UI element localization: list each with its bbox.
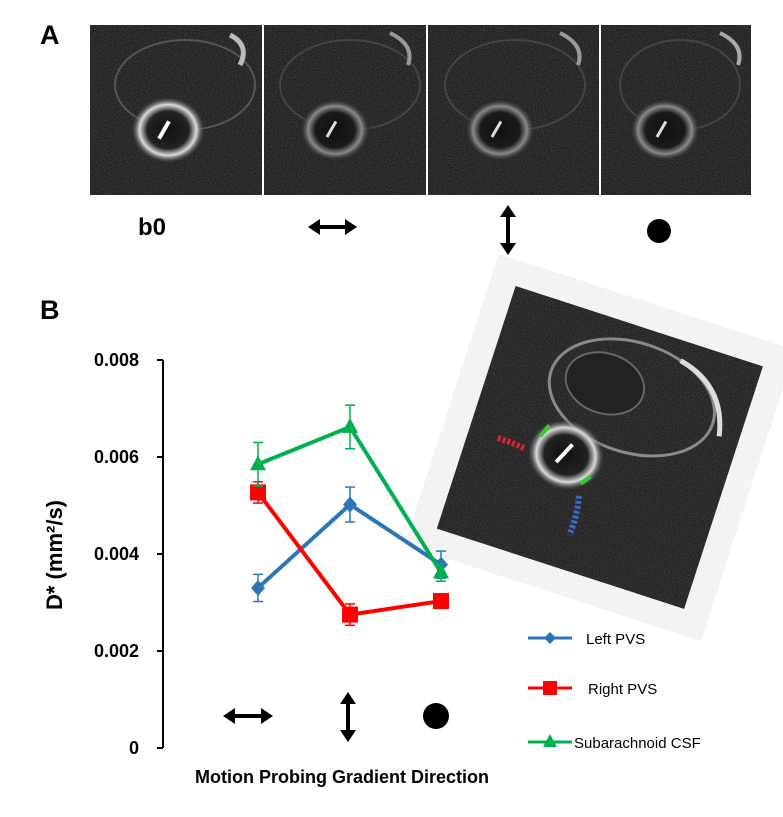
mri-image-up-down bbox=[444, 31, 586, 162]
legend-item-right-pvs: Right PVS bbox=[528, 681, 657, 698]
chart-left-right-arrow-icon bbox=[223, 708, 273, 724]
data-point-triangle bbox=[433, 563, 449, 579]
data-point-diamond bbox=[343, 496, 357, 513]
panel-a-through-plane-dot-icon bbox=[647, 219, 671, 243]
panel-a-left-right-arrow-icon bbox=[308, 219, 357, 235]
y-tick-label: 0.006 bbox=[94, 447, 139, 467]
legend-label-left-pvs: Left PVS bbox=[586, 631, 645, 648]
mri-image-b0 bbox=[114, 32, 256, 164]
chart-area: 0 0.002 0.004 0.006 0.008 bbox=[94, 350, 449, 758]
legend-item-left-pvs: Left PVS bbox=[528, 631, 645, 648]
y-tick-label: 0.004 bbox=[94, 544, 139, 564]
data-point-triangle bbox=[342, 417, 358, 433]
x-axis-title: Motion Probing Gradient Direction bbox=[195, 767, 489, 787]
panel-b-label: B bbox=[40, 295, 60, 325]
y-tick-label: 0.002 bbox=[94, 641, 139, 661]
y-axis-title: D* (mm²/s) bbox=[42, 500, 67, 610]
panel-a-label: A bbox=[40, 20, 60, 50]
data-point-square bbox=[433, 593, 449, 610]
legend-label-subarachnoid-csf: Subarachnoid CSF bbox=[574, 735, 701, 752]
data-point-triangle bbox=[250, 455, 266, 471]
b0-label: b0 bbox=[138, 214, 167, 241]
y-tick-label: 0 bbox=[129, 738, 139, 758]
chart-through-plane-dot-icon bbox=[423, 703, 449, 729]
mri-strip-svg bbox=[90, 25, 751, 195]
legend-item-subarachnoid-csf: Subarachnoid CSF bbox=[528, 734, 701, 752]
mri-image-strip bbox=[90, 25, 751, 195]
y-tick-label: 0.008 bbox=[94, 350, 139, 370]
data-point-square bbox=[250, 484, 266, 501]
data-point-square bbox=[342, 606, 358, 623]
legend: Left PVS Right PVS Subarachnoid CSF bbox=[528, 631, 701, 752]
panel-a-up-down-arrow-icon bbox=[500, 205, 516, 255]
inset-mri-image bbox=[436, 286, 763, 609]
legend-label-right-pvs: Right PVS bbox=[588, 681, 657, 698]
data-point-diamond bbox=[251, 579, 265, 596]
chart-up-down-arrow-icon bbox=[340, 692, 356, 742]
mri-image-through-plane bbox=[619, 31, 742, 162]
mri-image-left-right bbox=[279, 31, 421, 162]
